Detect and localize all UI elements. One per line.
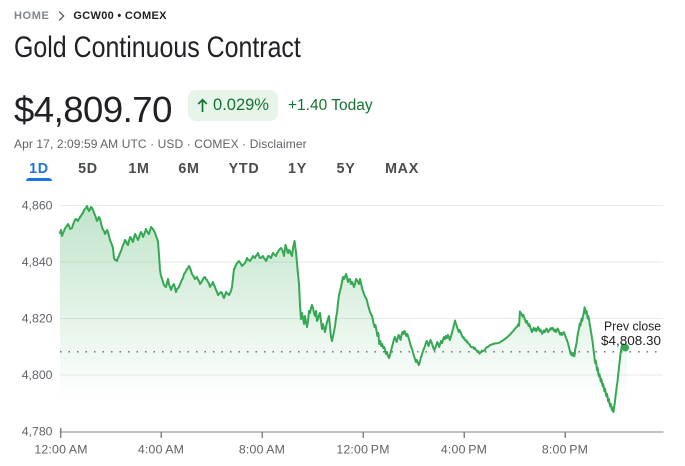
svg-text:4:00 AM: 4:00 AM [138,443,184,457]
svg-text:4,860: 4,860 [22,199,53,213]
svg-text:$4,808.30: $4,808.30 [601,333,661,348]
svg-text:4,820: 4,820 [22,312,53,326]
svg-text:4:00 PM: 4:00 PM [441,443,487,457]
svg-text:4,800: 4,800 [22,368,53,382]
svg-text:4,780: 4,780 [22,425,53,439]
svg-text:8:00 AM: 8:00 AM [239,443,285,457]
svg-text:8:00 PM: 8:00 PM [542,443,588,457]
svg-text:Prev close: Prev close [604,319,661,334]
svg-text:12:00 AM: 12:00 AM [34,443,87,457]
svg-text:4,840: 4,840 [22,255,53,269]
svg-text:12:00 PM: 12:00 PM [336,443,389,457]
